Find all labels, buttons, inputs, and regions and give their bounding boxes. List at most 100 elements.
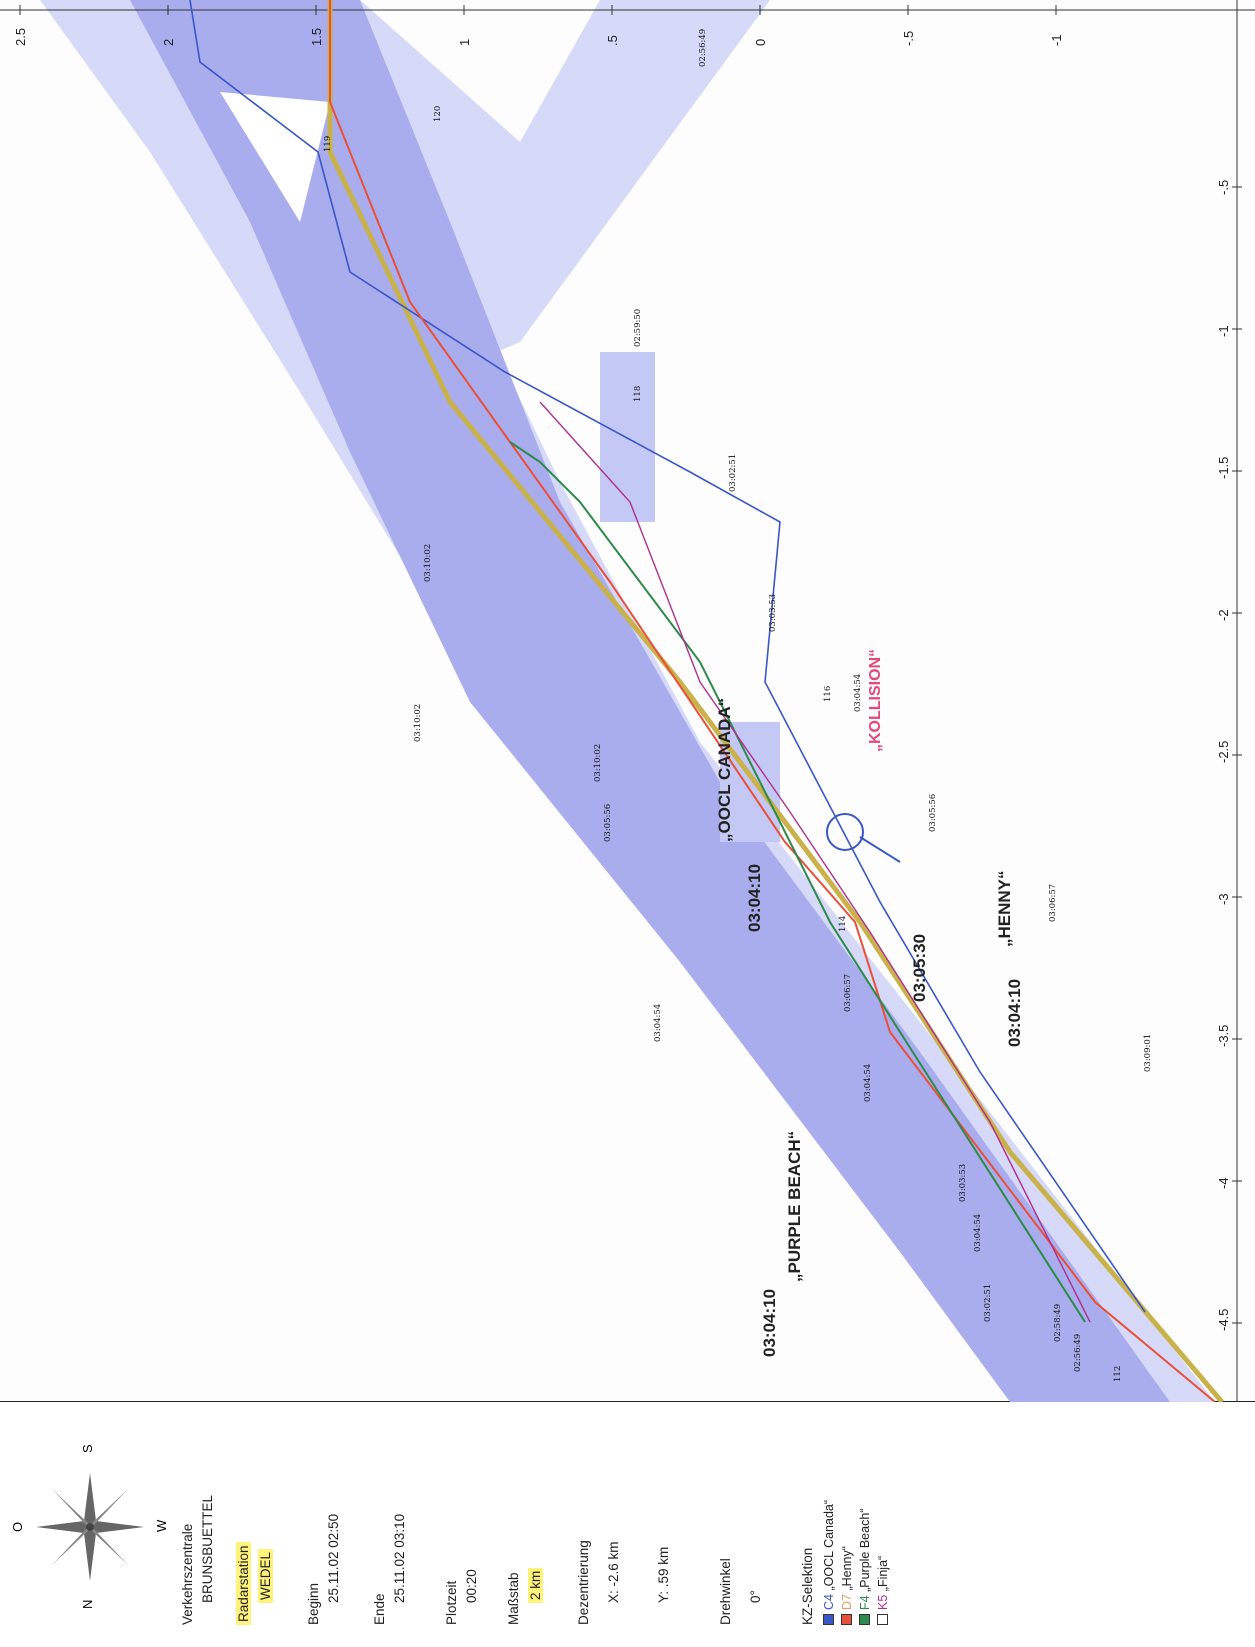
compass-w-label: W (154, 1519, 169, 1532)
radarstation-value: WEDEL (258, 1548, 273, 1603)
timestamp-f4: 02:58:49 (1053, 1304, 1063, 1342)
massstab-value-wrap: 2 km (528, 1567, 543, 1603)
plotzeit-value: 00:20 (464, 1569, 479, 1603)
verkehrszentrale-label: Verkehrszentrale (180, 1523, 195, 1625)
kz-name: „Finja“ (876, 1555, 890, 1592)
y-tick-label: 0 (753, 39, 768, 46)
buoy-label: 116 (823, 686, 833, 702)
kz-item-k5[interactable]: K5 „Finja“ (876, 1556, 890, 1625)
y-tick-label: .5 (605, 35, 620, 46)
henny-time-label: 03:04:10 (1005, 979, 1024, 1047)
kz-item-d7[interactable]: D7 „Henny“ (840, 1546, 854, 1625)
timestamp-c4: 02:59:50 (633, 309, 643, 347)
kz-code: C4 (822, 1594, 836, 1610)
kz-swatch-icon (823, 1614, 834, 1625)
ende-value: 25.11.02 03:10 (392, 1513, 407, 1603)
compass-rose: N S O W (10, 1444, 169, 1609)
kz-code: K5 (876, 1594, 890, 1610)
dezentrierung-y: Y: .59 km (656, 1546, 671, 1603)
dezentrierung-x: X: -2.6 km (606, 1541, 621, 1603)
radarstation-label: Radarstation (236, 1542, 251, 1625)
y-tick-label: 1 (457, 39, 472, 46)
radarstation-label-wrap: Radarstation (236, 1542, 251, 1625)
y-tick-label: 1.5 (309, 28, 324, 46)
oocl-name-label: „OOCL CANADA“ (715, 698, 734, 842)
x-tick-label: -3.5 (1216, 1025, 1231, 1047)
timestamp-c4: 02:56:49 (698, 29, 708, 67)
kz-swatch-icon (877, 1614, 888, 1625)
beginn-label: Beginn (306, 1582, 321, 1625)
timestamp-c4: 03:05:56 (928, 794, 938, 832)
timestamp-f4: 03:04:54 (863, 1064, 873, 1102)
kz-name: „Henny“ (840, 1546, 854, 1591)
kz-name: „Purple Beach“ (858, 1508, 872, 1592)
henny-name-label: „HENNY“ (995, 870, 1014, 947)
verkehrszentrale-value: BRUNSBUETTEL (200, 1494, 215, 1603)
kz-item-c4[interactable]: C4 „OOCL Canada“ (822, 1500, 836, 1625)
x-tick-label: -3 (1216, 893, 1231, 905)
timestamp-c4: 03:04:54 (853, 674, 863, 712)
kz-code: F4 (858, 1595, 872, 1610)
timestamp-c4: 03:09:01 (1143, 1034, 1153, 1072)
timestamp-f4: 03:03:53 (958, 1164, 968, 1202)
drehwinkel-label: Drehwinkel (718, 1558, 733, 1625)
track-finja (539, 401, 1091, 1323)
legend-panel: N S O W Verkehrszentrale BRUNSBUETTEL Ra… (0, 1401, 1255, 1647)
fairway-inner (130, 0, 1170, 1402)
track-henny (329, 0, 1216, 1402)
compass-n-label: N (80, 1599, 95, 1609)
collision-marker (826, 813, 864, 851)
compass-icon (36, 1473, 144, 1581)
buoy-label: 120 (433, 106, 443, 122)
y-tick-label: -.5 (901, 31, 916, 46)
timestamp-d7: 03:04:54 (973, 1214, 983, 1252)
x-axis-ticks: -.5 -1 -1.5 -2 -2.5 -3 -3.5 -4 -4.5 (1216, 180, 1242, 1331)
y-tick-label: 2.5 (13, 28, 28, 46)
dezentrierung-label: Dezentrierung (576, 1540, 591, 1625)
timestamp-k5: 03:02:51 (983, 1284, 993, 1322)
plotzeit-label: Plotzeit (444, 1580, 459, 1625)
radar-map[interactable]: -.5 -1 -1.5 -2 -2.5 -3 -3.5 -4 -4.5 2.5 2 1.5 1.5 0-… (0, 0, 1255, 1402)
kz-item-f4[interactable]: F4 „Purple Beach“ (858, 1509, 872, 1625)
timestamp-k5: 03:04:54 (653, 1004, 663, 1042)
fairway-centerline (327, 0, 1224, 1402)
compass-o-label: O (10, 1521, 25, 1532)
compass-s-label: S (80, 1444, 95, 1453)
x-tick-label: -1 (1216, 325, 1231, 337)
timestamp-c4: 03:02:51 (728, 454, 738, 492)
map-canvas[interactable]: -.5-1-1.5-2-2.5-3-3.5-4-4.5 2.5 2 1.5 1.5 0-… (0, 0, 1255, 1402)
timestamp-d7: 03:06:57 (843, 974, 853, 1012)
radarstation-value-wrap: WEDEL (258, 1548, 273, 1603)
track-oocl-canada (189, 0, 1146, 1313)
x-tick-label: -1.5 (1216, 457, 1231, 479)
oocl-time-label: 03:04:10 (745, 864, 764, 932)
massstab-value: 2 km (528, 1567, 543, 1603)
timestamp-c4: 03:06:57 (1048, 884, 1058, 922)
buoy-label: 114 (838, 916, 848, 932)
kz-name: „OOCL Canada“ (822, 1499, 836, 1591)
timestamp-d7: 03:10:02 (593, 744, 603, 782)
buoy-label: 119 (323, 136, 333, 152)
radar-ghost-block (600, 352, 655, 522)
buoy-label: 118 (633, 386, 643, 402)
collision-time-label: 03:05:30 (910, 934, 929, 1002)
buoy-label: 112 (1113, 1366, 1123, 1382)
ende-label: Ende (372, 1593, 387, 1625)
x-tick-label: -2 (1216, 609, 1231, 621)
y-tick-label: -1 (1049, 34, 1064, 46)
kollision-label: „KOLLISION“ (867, 649, 884, 752)
kz-code: D7 (840, 1594, 854, 1610)
beginn-value: 25.11.02 02:50 (326, 1513, 341, 1603)
purple-time-label: 03:04:10 (760, 1289, 779, 1357)
timestamp-c4: 03:03:53 (768, 594, 778, 632)
kz-swatch-icon (841, 1614, 852, 1625)
purple-name-label: „PURPLE BEACH“ (785, 1131, 804, 1282)
drehwinkel-value: 0° (748, 1590, 763, 1603)
y-tick-label: 2 (161, 39, 176, 46)
kz-swatch-icon (859, 1614, 870, 1625)
timestamp-f4: 03:10:02 (413, 704, 423, 742)
x-tick-label: -4.5 (1216, 1309, 1231, 1331)
x-tick-label: -.5 (1216, 180, 1231, 195)
